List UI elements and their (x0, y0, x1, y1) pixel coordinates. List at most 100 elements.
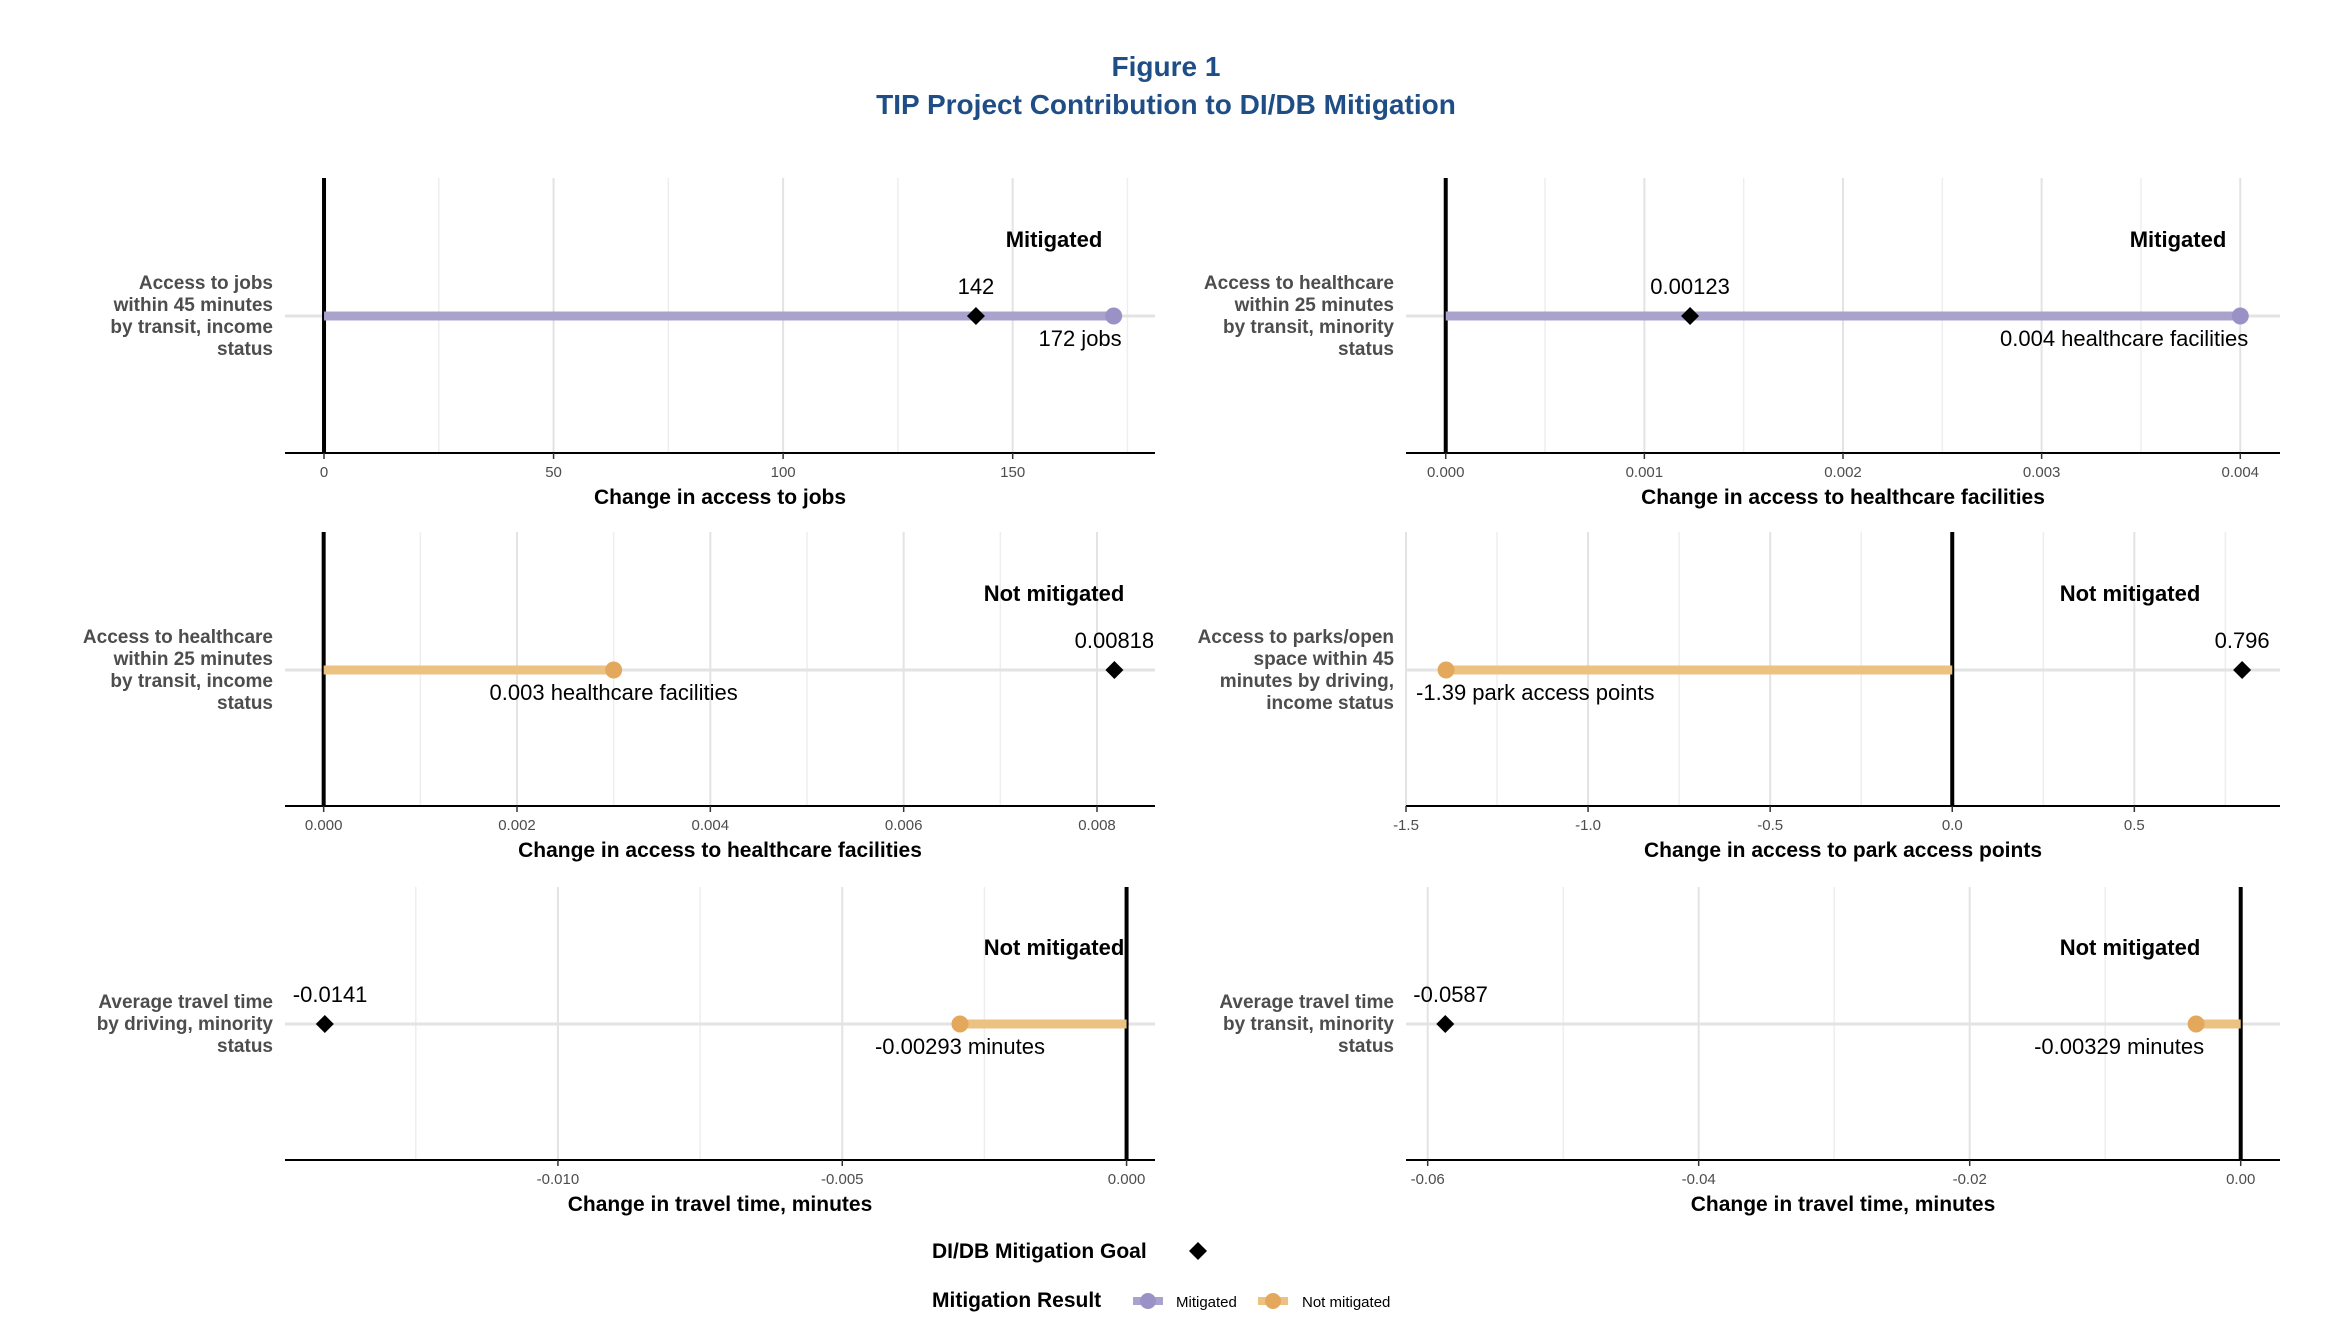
row-label-line: Access to parks/open (1198, 627, 1394, 648)
x-tick-label: 0.0 (1942, 817, 1963, 834)
x-tick-label: 0.002 (1824, 464, 1862, 481)
row-label-line: status (217, 1036, 273, 1057)
x-tick-label: -0.06 (1411, 1171, 1445, 1188)
result-point (2231, 307, 2249, 325)
row-label-line: by transit, income (110, 317, 273, 338)
x-tick-label: 150 (1000, 464, 1025, 481)
x-tick-label: -1.5 (1393, 817, 1419, 834)
goal-value-label: 0.00818 (1075, 628, 1155, 653)
row-label-line: by driving, minority (97, 1014, 274, 1035)
row-label-line: status (1338, 1036, 1394, 1057)
result-value-label: 0.003 healthcare facilities (490, 680, 738, 705)
x-axis-title: Change in access to park access points (1644, 839, 2042, 862)
legend-goal-title: DI/DB Mitigation Goal (932, 1240, 1147, 1263)
goal-diamond (1436, 1015, 1455, 1033)
goal-diamond (1105, 661, 1124, 679)
row-label-line: within 25 minutes (113, 649, 273, 670)
legend-mitigated-label: Mitigated (1176, 1294, 1237, 1311)
x-tick-label: 100 (771, 464, 796, 481)
x-tick-label: 0.004 (2221, 464, 2259, 481)
status-label: Not mitigated (2060, 935, 2201, 960)
x-tick-label: 0.000 (1427, 464, 1465, 481)
status-label: Mitigated (2130, 227, 2227, 252)
x-tick-label: -1.0 (1575, 817, 1601, 834)
legend-goal-diamond (1189, 1242, 1207, 1260)
result-point (951, 1015, 969, 1033)
row-label: Access to parks/open space within 45 minut… (1198, 627, 1395, 714)
row-label-line: Average travel time (1219, 992, 1394, 1013)
status-label: Mitigated (1006, 227, 1103, 252)
row-label-line: status (217, 339, 273, 360)
row-label-line: status (217, 693, 273, 714)
goal-value-label: 0.796 (2215, 628, 2270, 653)
result-value-label: -0.00329 minutes (2034, 1034, 2204, 1059)
row-label-line: Access to jobs (139, 273, 273, 294)
x-axis-title: Change in travel time, minutes (1691, 1193, 1996, 1216)
legend-not-mitigated-label: Not mitigated (1302, 1294, 1390, 1311)
row-label: Average travel time by transit, minority s… (1219, 992, 1394, 1057)
x-axis-title: Change in travel time, minutes (568, 1193, 873, 1216)
panel-2: 0.000 0.001 0.002 0.003 0.004 Change in acces… (1204, 178, 2280, 509)
goal-diamond (315, 1015, 334, 1033)
status-label: Not mitigated (984, 935, 1125, 960)
panel-1: 0 50 100 150 Change in access to jobs 172 job… (110, 178, 1155, 509)
row-label-line: by transit, income (110, 671, 273, 692)
legend-result-title: Mitigation Result (932, 1289, 1101, 1312)
x-tick-label: 0.000 (305, 817, 343, 834)
panel-6: -0.06 -0.04 -0.02 0.00 Change in travel time… (1219, 887, 2280, 1216)
row-label-line: status (1338, 339, 1394, 360)
result-point (1437, 661, 1455, 679)
result-value-label: -1.39 park access points (1416, 680, 1654, 705)
goal-value-label: -0.0587 (1413, 982, 1488, 1007)
figure-title: Figure 1 TIP Project Contribution to DI/… (0, 48, 2332, 124)
x-tick-label: -0.04 (1682, 1171, 1716, 1188)
panel-5: -0.010 -0.005 0.000 Change in travel time, … (97, 887, 1155, 1216)
panel-4: -1.5 -1.0 -0.5 0.0 0.5 Change in access to pa… (1198, 532, 2280, 862)
result-value-label: -0.00293 minutes (875, 1034, 1045, 1059)
result-value-label: 172 jobs (1038, 326, 1121, 351)
result-point (2187, 1015, 2205, 1033)
result-point (1105, 307, 1123, 325)
goal-diamond (1681, 307, 1700, 325)
figure-title-line2: TIP Project Contribution to DI/DB Mitiga… (876, 89, 1456, 120)
row-label-line: income status (1266, 693, 1394, 714)
goal-value-label: 0.00123 (1650, 274, 1730, 299)
result-point (605, 661, 623, 679)
x-tick-label: 0.008 (1078, 817, 1116, 834)
row-label: Access to healthcare within 25 minutes by … (1204, 273, 1395, 360)
x-tick-label: -0.005 (821, 1171, 864, 1188)
row-label: Access to jobs within 45 minutes by transi… (110, 273, 273, 360)
legend-mitigated-swatch-point (1140, 1293, 1156, 1309)
x-tick-label: 0.001 (1626, 464, 1664, 481)
row-label: Access to healthcare within 25 minutes by … (83, 627, 273, 714)
x-tick-label: 50 (545, 464, 562, 481)
row-label-line: Average travel time (98, 992, 273, 1013)
x-tick-label: 0.000 (1108, 1171, 1146, 1188)
x-axis-title: Change in access to healthcare facilitie… (1641, 486, 2045, 509)
row-label-line: within 25 minutes (1234, 295, 1394, 316)
goal-value-label: 142 (958, 274, 995, 299)
row-label-line: Access to healthcare (83, 627, 273, 648)
row-label-line: Access to healthcare (1204, 273, 1394, 294)
x-tick-label: 0.002 (498, 817, 536, 834)
legend: DI/DB Mitigation Goal Mitigation Result Mi… (932, 1240, 1390, 1312)
x-tick-label: 0.004 (692, 817, 730, 834)
goal-value-label: -0.0141 (293, 982, 368, 1007)
x-tick-label: 0.006 (885, 817, 923, 834)
row-label-line: space within 45 (1254, 649, 1395, 670)
x-tick-label: -0.02 (1953, 1171, 1987, 1188)
x-tick-label: -0.5 (1757, 817, 1783, 834)
x-tick-label: -0.010 (537, 1171, 580, 1188)
x-tick-label: 0.003 (2023, 464, 2061, 481)
status-label: Not mitigated (2060, 581, 2201, 606)
x-tick-label: 0 (320, 464, 328, 481)
x-tick-label: 0.5 (2124, 817, 2145, 834)
figure-title-line1: Figure 1 (1111, 51, 1221, 82)
x-axis-title: Change in access to healthcare facilitie… (518, 839, 922, 862)
goal-diamond (2233, 661, 2252, 679)
goal-diamond (966, 307, 985, 325)
x-axis-title: Change in access to jobs (594, 486, 846, 509)
row-label-line: by transit, minority (1223, 317, 1394, 338)
panel-3: 0.000 0.002 0.004 0.006 0.008 Change in acces… (83, 532, 1155, 862)
